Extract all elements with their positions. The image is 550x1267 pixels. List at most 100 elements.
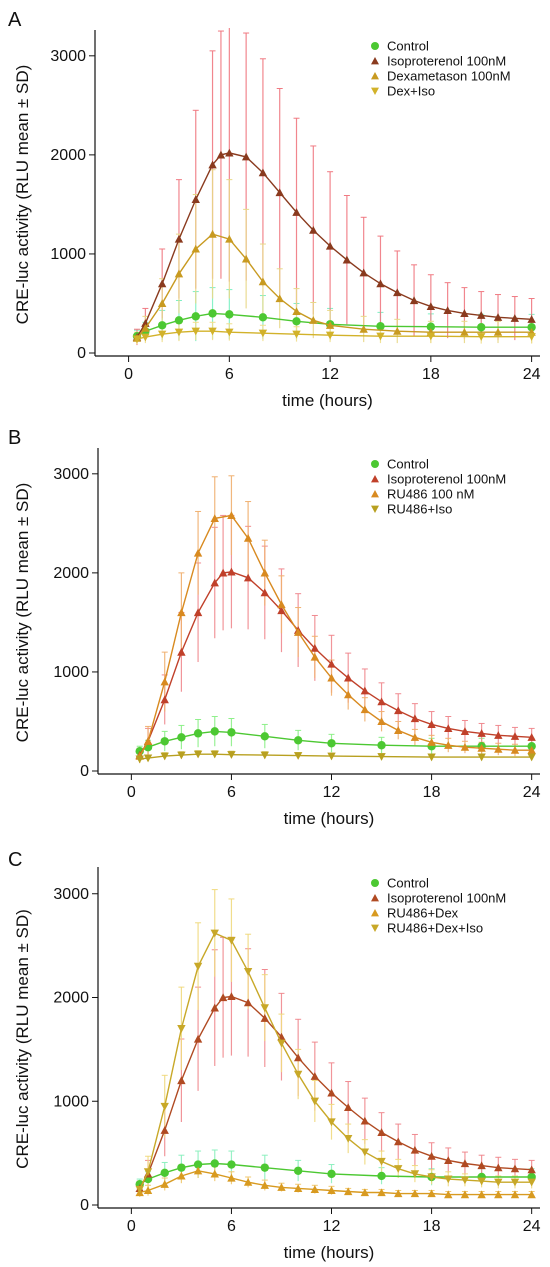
legend-label: Control: [387, 457, 429, 472]
data-point: [327, 659, 336, 668]
legend-label: RU486+Dex+Iso: [387, 921, 483, 936]
markers-0: [132, 309, 536, 341]
data-point: [174, 269, 184, 278]
data-point: [444, 1175, 453, 1184]
data-point: [191, 327, 200, 336]
data-point: [327, 1118, 336, 1127]
data-point: [527, 1190, 536, 1199]
data-point: [409, 296, 419, 305]
data-point: [494, 1163, 503, 1172]
data-point: [143, 1186, 153, 1195]
data-point: [243, 534, 253, 542]
data-point: [208, 229, 217, 238]
x-axis-title: time (hours): [282, 391, 373, 410]
data-point: [310, 652, 320, 661]
data-point: [460, 1190, 470, 1199]
data-point: [310, 1097, 320, 1106]
data-point: [135, 1185, 144, 1194]
data-point: [260, 1163, 269, 1172]
data-point: [260, 751, 269, 760]
data-point: [258, 277, 268, 286]
legend-marker: [371, 42, 379, 50]
data-point: [143, 737, 153, 745]
data-point: [327, 752, 336, 761]
data-point: [210, 929, 219, 938]
data-point: [327, 1088, 336, 1097]
data-point: [360, 705, 370, 714]
data-point: [377, 1188, 386, 1197]
data-point: [174, 328, 184, 337]
legend-marker: [371, 87, 379, 95]
markers-2: [135, 511, 536, 760]
data-point: [376, 279, 385, 288]
legend-marker: [371, 879, 379, 887]
data-point: [174, 234, 184, 243]
legend-label: RU486+Dex: [387, 906, 459, 921]
legend-label: Isoproterenol 100nM: [387, 891, 506, 906]
plot-area: [135, 889, 536, 1199]
x-axis-title: time (hours): [284, 809, 375, 828]
y-axis-title: CRE-luc activity (RLU mean ± SD): [13, 483, 32, 743]
x-tick-label: 12: [321, 366, 339, 383]
data-point: [177, 608, 186, 617]
x-tick-label: 6: [227, 784, 236, 801]
data-point: [477, 1161, 486, 1170]
data-point: [191, 312, 200, 321]
data-point: [309, 316, 318, 324]
data-point: [227, 936, 236, 945]
data-point: [260, 588, 269, 597]
data-point: [227, 1173, 236, 1182]
data-point: [277, 1183, 286, 1191]
x-tick-label: 12: [323, 1218, 341, 1235]
data-point: [494, 1190, 503, 1199]
data-point: [277, 606, 286, 615]
data-point: [443, 306, 452, 314]
data-point: [427, 1189, 436, 1198]
data-point: [193, 1166, 203, 1175]
data-point: [494, 731, 503, 739]
data-point: [527, 1165, 536, 1174]
y-tick-label: 0: [80, 1197, 89, 1214]
data-point: [208, 327, 217, 336]
data-point: [427, 738, 436, 746]
data-point: [260, 1004, 269, 1013]
data-point: [191, 195, 200, 204]
data-point: [343, 1135, 353, 1143]
data-point: [258, 313, 268, 322]
data-point: [141, 324, 150, 332]
data-point: [460, 727, 470, 735]
data-point: [377, 741, 386, 750]
data-point: [510, 1164, 520, 1173]
data-point: [227, 728, 236, 737]
data-point: [293, 1070, 303, 1079]
data-point: [527, 1178, 536, 1187]
data-point: [410, 714, 420, 723]
data-point: [309, 225, 318, 234]
legend-marker: [371, 924, 379, 932]
data-point: [527, 745, 536, 754]
y-axis-title: CRE-luc activity (RLU mean ± SD): [13, 65, 32, 325]
data-point: [177, 1025, 186, 1033]
data-point: [260, 1181, 269, 1189]
data-point: [243, 1177, 253, 1186]
data-point: [510, 745, 520, 754]
data-point: [160, 1102, 169, 1111]
legend-marker: [371, 490, 379, 498]
data-point: [177, 733, 186, 742]
data-point: [359, 325, 368, 333]
legend-marker: [371, 72, 379, 80]
legend-label: Dex+Iso: [387, 84, 435, 99]
data-point: [494, 745, 503, 753]
data-point: [427, 720, 436, 729]
data-point: [426, 322, 436, 331]
data-point: [157, 279, 167, 288]
data-point: [426, 302, 436, 311]
data-point: [177, 647, 186, 656]
x-tick-label: 24: [523, 366, 541, 383]
data-point: [225, 148, 234, 157]
x-tick-label: 18: [423, 1218, 441, 1235]
data-point: [225, 234, 234, 243]
data-point: [444, 1190, 453, 1199]
errorbars-1: [136, 936, 535, 1196]
data-point: [427, 1152, 436, 1160]
